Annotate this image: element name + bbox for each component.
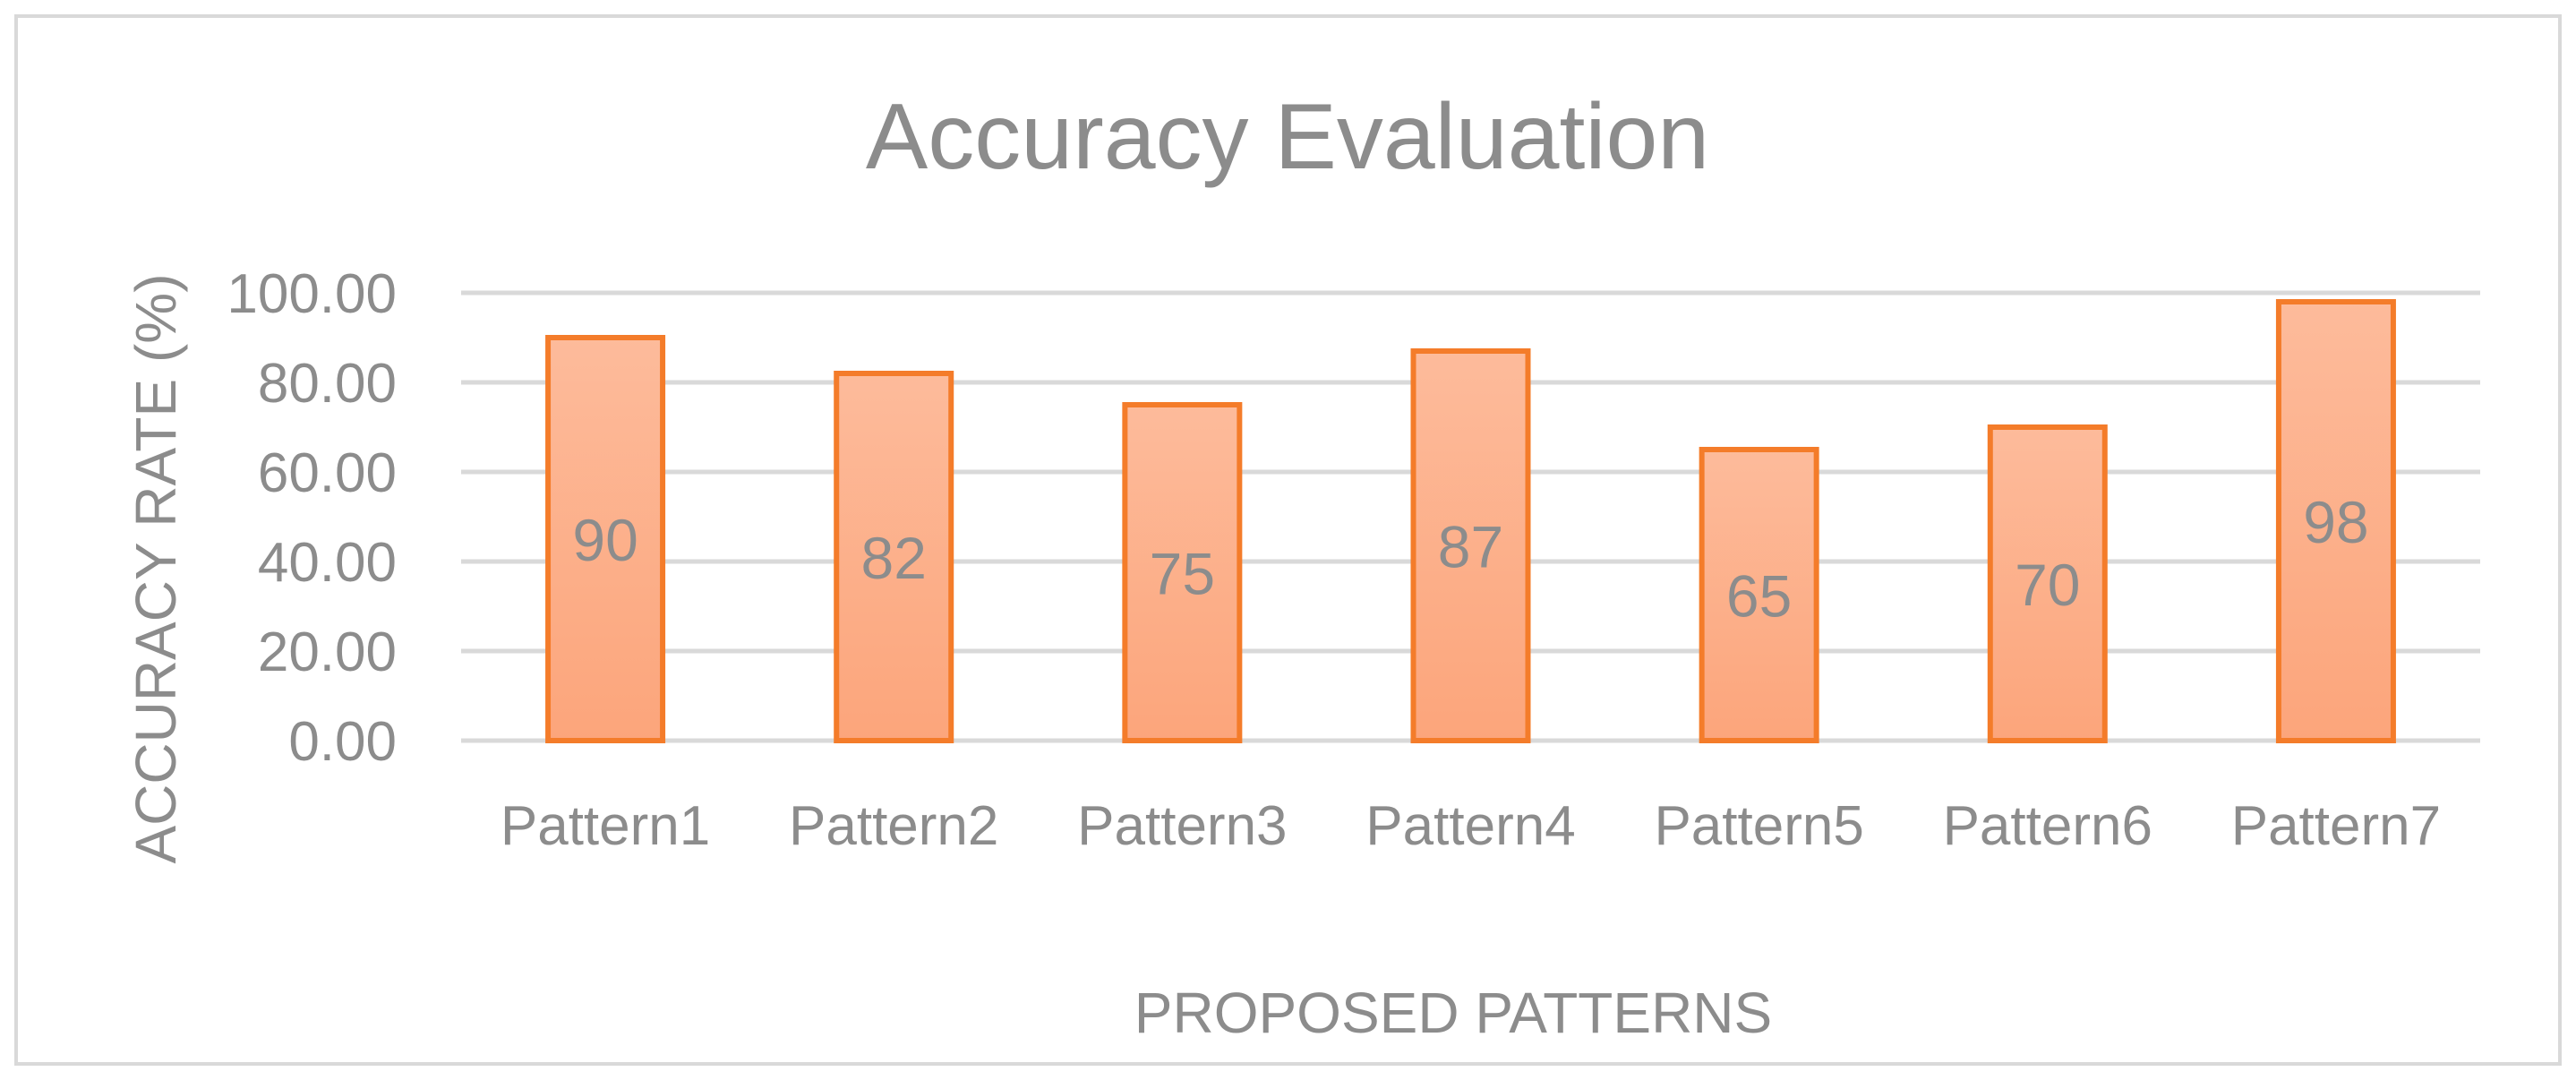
x-tick-label: Pattern6	[1943, 795, 2152, 857]
x-tick-label: Pattern4	[1365, 795, 1575, 857]
y-tick-label: 100.00	[227, 263, 397, 325]
data-label: 87	[1438, 514, 1503, 580]
chart-title: Accuracy Evaluation	[866, 85, 1709, 189]
chart-frame	[14, 14, 2562, 1066]
y-tick-label: 60.00	[258, 442, 397, 504]
x-axis-ticks: Pattern1 Pattern2 Pattern3 Pattern4 Pattern5…	[501, 795, 2441, 857]
y-tick-label: 20.00	[258, 621, 397, 683]
bar-pattern2	[834, 371, 954, 743]
bar-pattern1	[545, 335, 666, 743]
data-label: 65	[1726, 563, 1792, 630]
y-axis-title: ACCURACY RATE (%)	[124, 273, 188, 863]
bars	[545, 299, 2396, 743]
data-label: 75	[1150, 541, 1215, 607]
x-tick-label: Pattern2	[789, 795, 998, 857]
x-tick-label: Pattern7	[2231, 795, 2441, 857]
x-tick-label: Pattern5	[1654, 795, 1863, 857]
y-tick-label: 40.00	[258, 532, 397, 594]
y-tick-label: 80.00	[258, 353, 397, 415]
data-labels: 90 82 75 87 65 70 98	[572, 489, 2368, 630]
bar-pattern6	[1987, 424, 2108, 743]
y-axis-ticks: 0.00 20.00 40.00 60.00 80.00 100.00	[227, 263, 397, 773]
data-label: 98	[2303, 489, 2368, 555]
x-tick-label: Pattern1	[501, 795, 710, 857]
bar-pattern5	[1699, 447, 1819, 743]
x-axis-title: PROPOSED PATTERNS	[1134, 981, 1772, 1045]
x-tick-label: Pattern3	[1077, 795, 1287, 857]
data-label: 82	[861, 525, 927, 591]
bar-pattern4	[1410, 348, 1531, 743]
y-tick-label: 0.00	[288, 711, 397, 773]
data-label: 90	[572, 507, 638, 573]
bar-pattern7	[2275, 299, 2396, 743]
bar-pattern3	[1122, 402, 1243, 743]
data-label: 70	[2015, 552, 2080, 618]
